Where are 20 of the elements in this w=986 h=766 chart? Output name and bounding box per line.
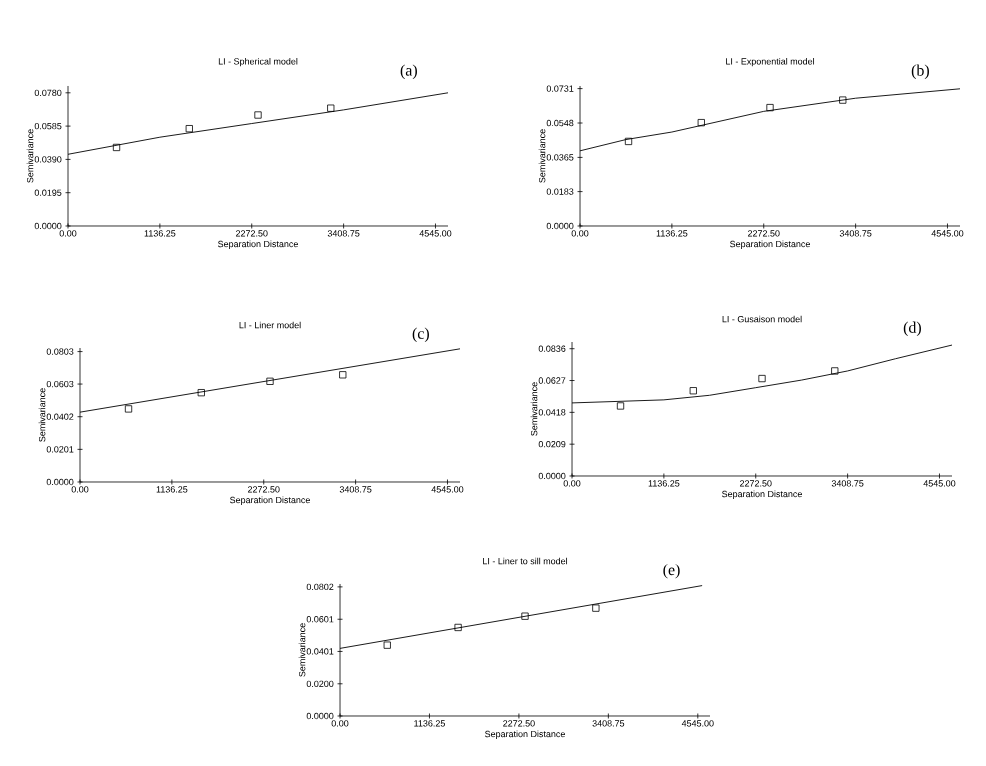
point — [124, 405, 133, 413]
point — [339, 371, 347, 379]
point — [327, 104, 335, 112]
point — [197, 389, 205, 397]
point — [689, 387, 697, 395]
point — [758, 374, 766, 383]
point — [185, 125, 193, 133]
point — [254, 111, 262, 119]
point — [266, 377, 274, 385]
point — [454, 623, 462, 632]
point — [831, 367, 839, 375]
point — [616, 402, 625, 410]
point — [624, 137, 633, 146]
point — [592, 604, 600, 612]
point — [112, 143, 121, 152]
point — [383, 641, 391, 649]
point — [766, 104, 774, 112]
point — [697, 119, 705, 127]
point — [839, 96, 847, 104]
point — [521, 612, 529, 620]
